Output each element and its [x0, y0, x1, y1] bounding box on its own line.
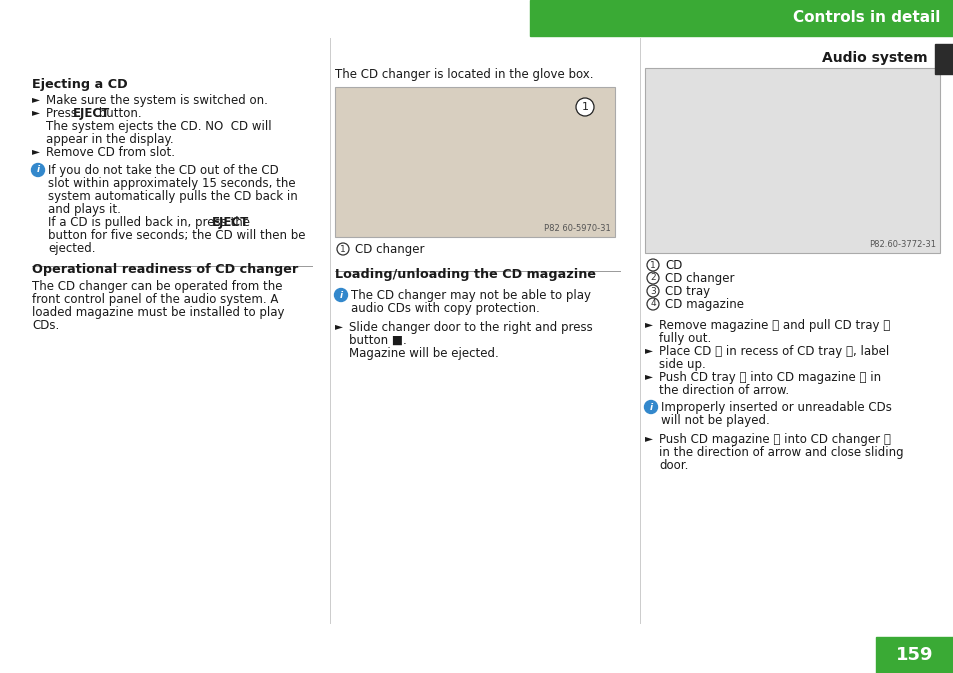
Text: button for five seconds; the CD will then be: button for five seconds; the CD will the…	[48, 229, 305, 242]
Text: side up.: side up.	[659, 358, 705, 371]
Text: slot within approximately 15 seconds, the: slot within approximately 15 seconds, th…	[48, 177, 295, 190]
Text: Push CD tray ⓒ into CD magazine ⓓ in: Push CD tray ⓒ into CD magazine ⓓ in	[659, 371, 881, 384]
Text: Place CD ⓐ in recess of CD tray ⓒ, label: Place CD ⓐ in recess of CD tray ⓒ, label	[659, 345, 888, 358]
Text: EJECT: EJECT	[212, 216, 249, 229]
Circle shape	[576, 98, 594, 116]
Text: The CD changer can be operated from the: The CD changer can be operated from the	[32, 280, 282, 293]
Text: Audio system: Audio system	[821, 51, 927, 65]
Text: If you do not take the CD out of the CD: If you do not take the CD out of the CD	[48, 164, 278, 177]
Text: 4: 4	[650, 299, 655, 308]
Text: Press: Press	[46, 107, 81, 120]
Text: Loading/unloading the CD magazine: Loading/unloading the CD magazine	[335, 268, 596, 281]
Text: The CD changer may not be able to play: The CD changer may not be able to play	[351, 289, 590, 302]
Text: ►: ►	[32, 107, 40, 117]
Text: Slide changer door to the right and press: Slide changer door to the right and pres…	[349, 321, 592, 334]
Text: ►: ►	[644, 371, 652, 381]
Circle shape	[335, 289, 347, 302]
Text: will not be played.: will not be played.	[660, 414, 769, 427]
Text: ►: ►	[644, 345, 652, 355]
Circle shape	[336, 243, 349, 255]
Text: loaded magazine must be installed to play: loaded magazine must be installed to pla…	[32, 306, 284, 319]
Text: 159: 159	[895, 646, 933, 664]
Text: ejected.: ejected.	[48, 242, 95, 255]
Text: door.: door.	[659, 459, 688, 472]
Text: and plays it.: and plays it.	[48, 203, 121, 216]
Bar	[644, 68, 939, 253]
Text: 3: 3	[649, 287, 655, 295]
Text: Push CD magazine ⓓ into CD changer ⓑ: Push CD magazine ⓓ into CD changer ⓑ	[659, 433, 890, 446]
Text: ►: ►	[335, 321, 343, 331]
Text: Controls in detail: Controls in detail	[792, 11, 939, 26]
Text: If a CD is pulled back in, press the: If a CD is pulled back in, press the	[48, 216, 253, 229]
Bar	[875, 637, 953, 673]
Text: i: i	[649, 402, 652, 411]
Text: ►: ►	[644, 433, 652, 443]
Text: Improperly inserted or unreadable CDs: Improperly inserted or unreadable CDs	[660, 401, 891, 414]
Text: CD tray: CD tray	[664, 285, 709, 298]
Circle shape	[646, 285, 659, 297]
Bar	[335, 87, 615, 237]
Text: CD magazine: CD magazine	[664, 298, 743, 311]
Text: ►: ►	[32, 94, 40, 104]
Circle shape	[646, 272, 659, 284]
Text: CDs.: CDs.	[32, 319, 59, 332]
Text: system automatically pulls the CD back in: system automatically pulls the CD back i…	[48, 190, 297, 203]
Text: Magazine will be ejected.: Magazine will be ejected.	[349, 347, 498, 360]
Text: the direction of arrow.: the direction of arrow.	[659, 384, 788, 397]
Text: i: i	[36, 166, 39, 174]
Text: 1: 1	[581, 102, 588, 112]
Text: P82.60-3772-31: P82.60-3772-31	[868, 240, 935, 249]
Text: The CD changer is located in the glove box.: The CD changer is located in the glove b…	[335, 68, 593, 81]
Text: CD changer: CD changer	[355, 243, 424, 256]
Text: ►: ►	[644, 319, 652, 329]
Circle shape	[644, 400, 657, 413]
Circle shape	[646, 298, 659, 310]
Text: 2: 2	[650, 273, 655, 283]
Text: The system ejects the CD. NO  CD will: The system ejects the CD. NO CD will	[46, 120, 272, 133]
Text: Operational readiness of CD changer: Operational readiness of CD changer	[32, 263, 298, 276]
Text: P82 60-5970-31: P82 60-5970-31	[543, 224, 610, 233]
Circle shape	[31, 164, 45, 176]
Text: EJECT: EJECT	[72, 107, 110, 120]
Text: Remove magazine ⓓ and pull CD tray ⓒ: Remove magazine ⓓ and pull CD tray ⓒ	[659, 319, 889, 332]
Text: CD: CD	[664, 259, 681, 272]
Bar	[530, 0, 953, 36]
Text: appear in the display.: appear in the display.	[46, 133, 173, 146]
Text: ►: ►	[32, 146, 40, 156]
Text: front control panel of the audio system. A: front control panel of the audio system.…	[32, 293, 278, 306]
Text: fully out.: fully out.	[659, 332, 711, 345]
Text: Remove CD from slot.: Remove CD from slot.	[46, 146, 174, 159]
Text: Make sure the system is switched on.: Make sure the system is switched on.	[46, 94, 268, 107]
Text: i: i	[339, 291, 342, 299]
Circle shape	[646, 259, 659, 271]
Text: button.: button.	[94, 107, 141, 120]
Text: 1: 1	[649, 260, 655, 269]
Bar	[934, 44, 953, 74]
Text: CD changer: CD changer	[664, 272, 734, 285]
Text: audio CDs with copy protection.: audio CDs with copy protection.	[351, 302, 539, 315]
Text: in the direction of arrow and close sliding: in the direction of arrow and close slid…	[659, 446, 902, 459]
Text: Ejecting a CD: Ejecting a CD	[32, 78, 128, 91]
Text: 1: 1	[340, 244, 346, 254]
Text: button ■.: button ■.	[349, 334, 406, 347]
